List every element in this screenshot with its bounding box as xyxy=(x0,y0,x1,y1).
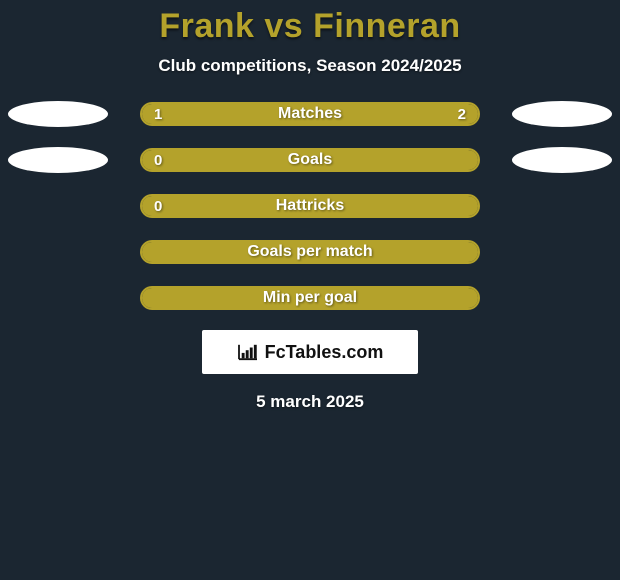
stat-value-right: 2 xyxy=(458,104,466,124)
player-badge-left xyxy=(8,101,108,127)
stat-bar: Min per goal xyxy=(140,286,480,310)
stat-value-left: 0 xyxy=(154,196,162,216)
bar-chart-icon xyxy=(237,343,259,361)
bar-fill-left xyxy=(142,242,478,262)
stat-row: 12Matches xyxy=(0,102,620,126)
stat-bar: 0Hattricks xyxy=(140,194,480,218)
bar-fill-left xyxy=(142,196,478,216)
stat-row: 0Hattricks xyxy=(0,194,620,218)
stat-bar: Goals per match xyxy=(140,240,480,264)
stat-rows: 12Matches0Goals0HattricksGoals per match… xyxy=(0,102,620,310)
stat-row: 0Goals xyxy=(0,148,620,172)
logo-text: FcTables.com xyxy=(265,342,384,363)
stat-row: Min per goal xyxy=(0,286,620,310)
card-date: 5 march 2025 xyxy=(0,392,620,412)
card-title: Frank vs Finneran xyxy=(0,7,620,46)
logo-box: FcTables.com xyxy=(202,330,418,374)
stat-row: Goals per match xyxy=(0,240,620,264)
stat-bar: 0Goals xyxy=(140,148,480,172)
stat-value-left: 1 xyxy=(154,104,162,124)
bar-fill-left xyxy=(142,150,478,170)
stat-bar: 12Matches xyxy=(140,102,480,126)
bar-fill-right xyxy=(254,104,478,124)
stat-value-left: 0 xyxy=(154,150,162,170)
card-subtitle: Club competitions, Season 2024/2025 xyxy=(0,56,620,76)
player-badge-right xyxy=(512,147,612,173)
player-badge-left xyxy=(8,147,108,173)
stats-card: Frank vs Finneran Club competitions, Sea… xyxy=(0,0,620,580)
bar-fill-left xyxy=(142,288,478,308)
player-badge-right xyxy=(512,101,612,127)
